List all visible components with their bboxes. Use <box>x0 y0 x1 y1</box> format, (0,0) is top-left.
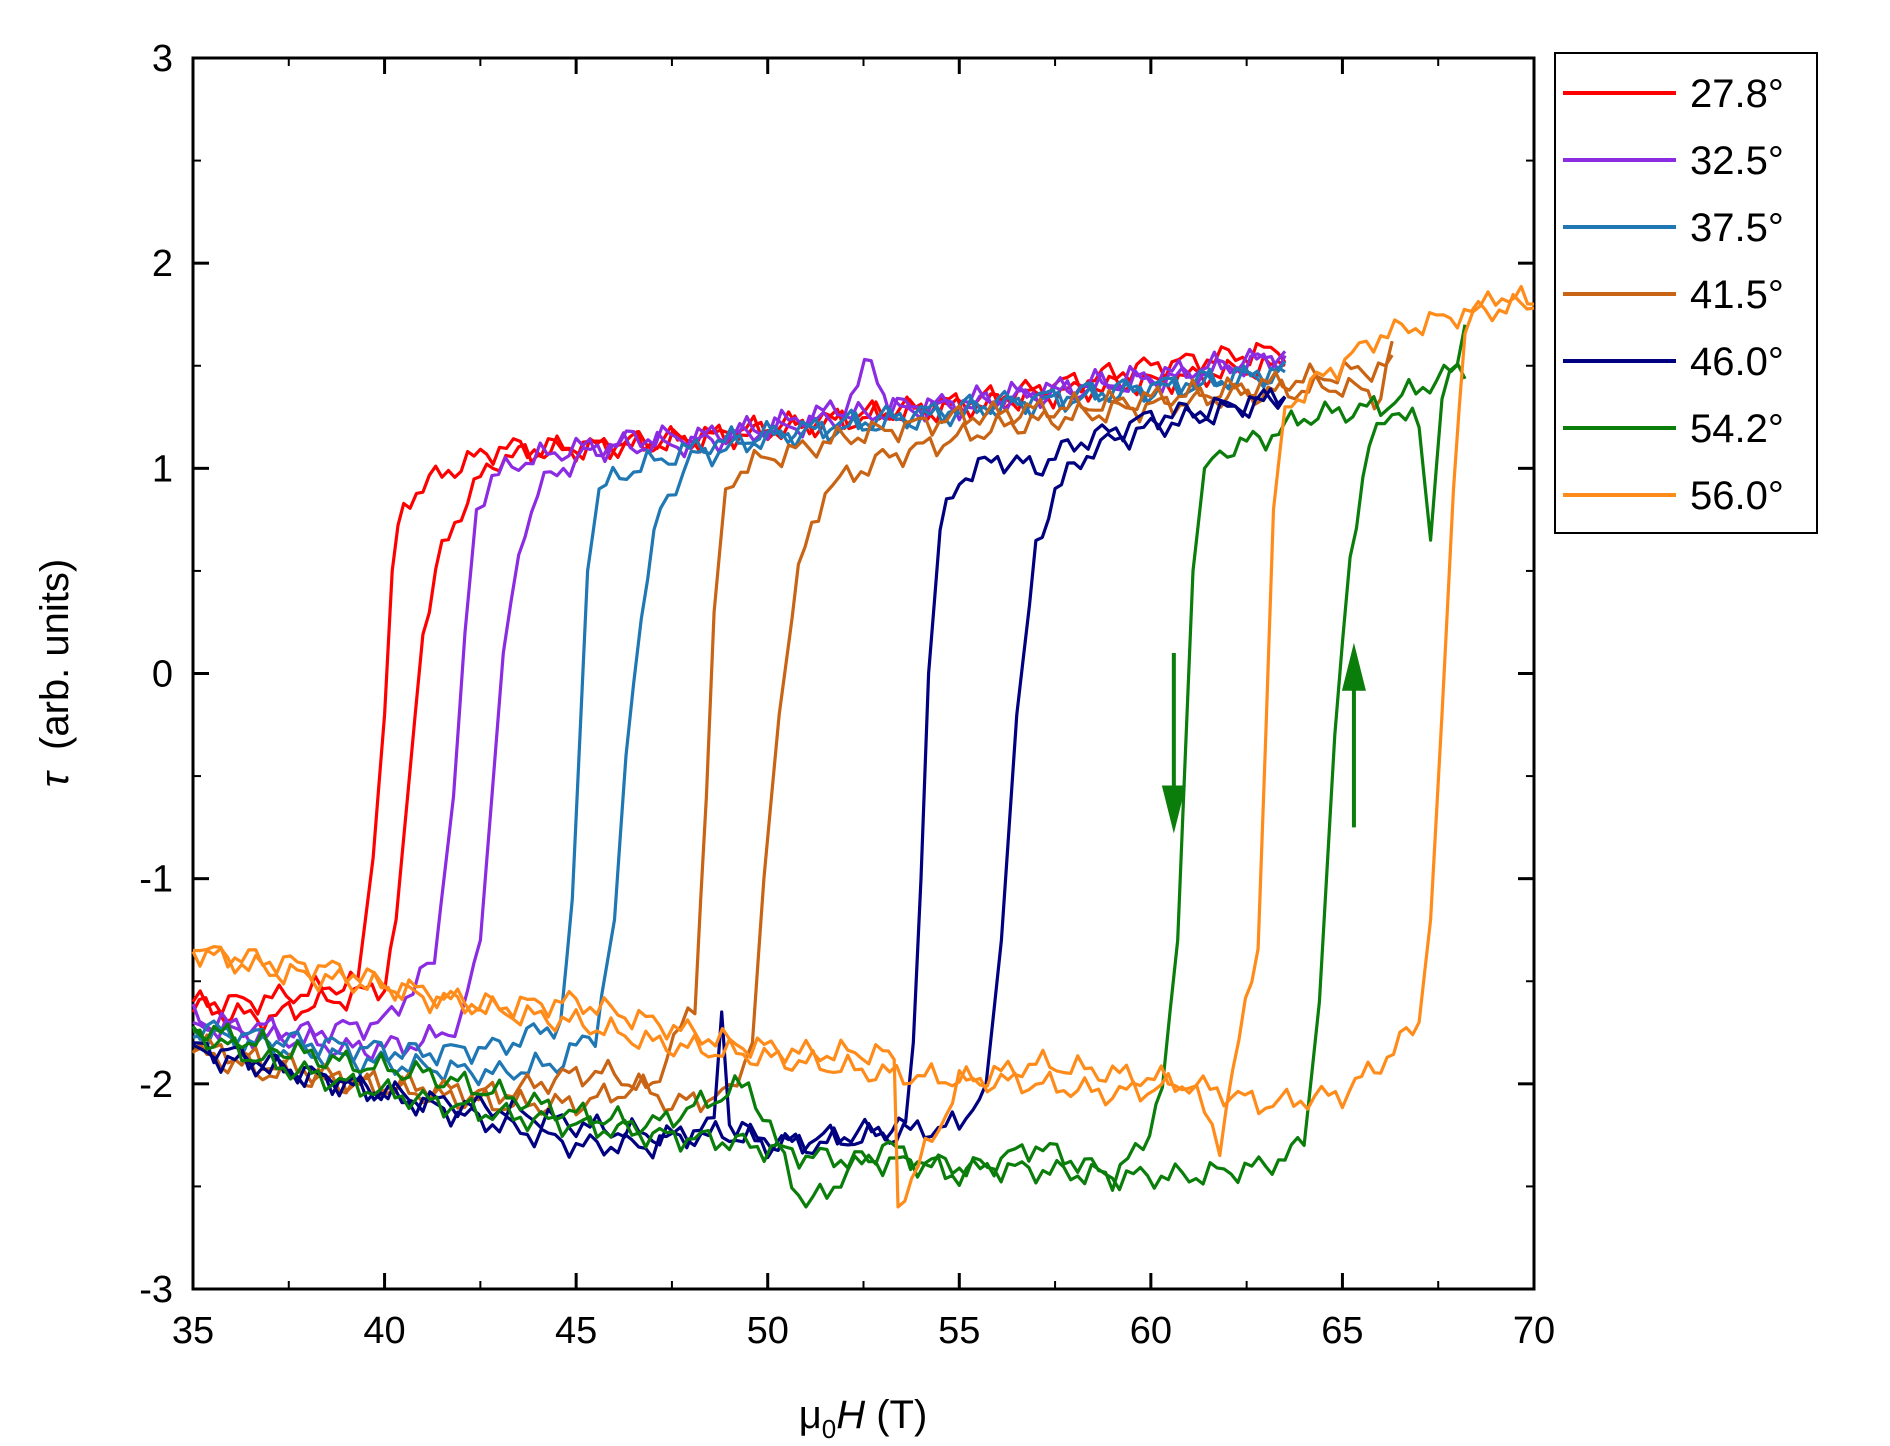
series-line-up <box>192 324 1467 1192</box>
x-title-italic: H <box>836 1393 865 1437</box>
x-tick-label: 35 <box>172 1310 214 1352</box>
legend: 27.8° 32.5° 37.5° 41.5° 46.0° 54.2° 56.0° <box>1563 72 1784 518</box>
y-title-suffix: (arb. units) <box>33 559 77 772</box>
x-tick-label: 60 <box>1130 1310 1172 1352</box>
y-tick-label: 1 <box>152 448 173 490</box>
series-line-down <box>191 360 1287 1067</box>
axis-ticks: 35 40 45 50 55 60 65 70 -3 -2 -1 0 1 2 3 <box>139 38 1555 1352</box>
y-tick-label: -1 <box>139 859 173 901</box>
series-line-down <box>191 362 1467 1209</box>
y-tick-label: 2 <box>152 243 173 285</box>
series-line-down <box>192 388 1287 1160</box>
series-line-down <box>192 293 1535 1209</box>
y-axis-title: τ (arb. units) <box>33 559 77 787</box>
annotations <box>1161 642 1366 834</box>
x-title-suffix: (T) <box>865 1393 927 1437</box>
x-tick-label: 45 <box>555 1310 597 1352</box>
y-tick-label: -2 <box>139 1064 173 1106</box>
x-tick-label: 50 <box>747 1310 789 1352</box>
plot-frame <box>191 56 1536 1291</box>
x-title-prefix: μ <box>799 1393 822 1437</box>
y-title-italic: τ <box>33 769 77 787</box>
series-line-up <box>192 387 1287 1156</box>
y-tick-label: 0 <box>152 654 173 696</box>
legend-label: 32.5° <box>1690 139 1784 183</box>
arrow-up-head <box>1341 642 1366 691</box>
x-tick-label: 40 <box>363 1310 405 1352</box>
legend-label: 54.2° <box>1690 407 1784 451</box>
series-line-up <box>191 285 1535 1116</box>
legend-label: 27.8° <box>1690 72 1784 116</box>
series-line-down <box>192 347 1287 1044</box>
legend-label: 37.5° <box>1690 206 1784 250</box>
x-tick-label: 55 <box>938 1310 980 1352</box>
x-title-sub: 0 <box>822 1414 836 1444</box>
series-line-up <box>191 352 1287 1061</box>
x-axis-title: μ0H (T) <box>799 1393 928 1444</box>
arrow-down-head <box>1161 785 1186 834</box>
series-line-down <box>191 354 1394 1117</box>
x-tick-label: 65 <box>1321 1310 1363 1352</box>
series-group <box>191 285 1535 1209</box>
y-tick-label: 3 <box>152 38 173 80</box>
legend-label: 56.0° <box>1690 474 1784 518</box>
legend-label: 46.0° <box>1690 340 1784 384</box>
series-line-up <box>191 355 1286 1033</box>
y-tick-label: -3 <box>139 1269 173 1311</box>
legend-label: 41.5° <box>1690 273 1784 317</box>
x-tick-label: 70 <box>1513 1310 1555 1352</box>
